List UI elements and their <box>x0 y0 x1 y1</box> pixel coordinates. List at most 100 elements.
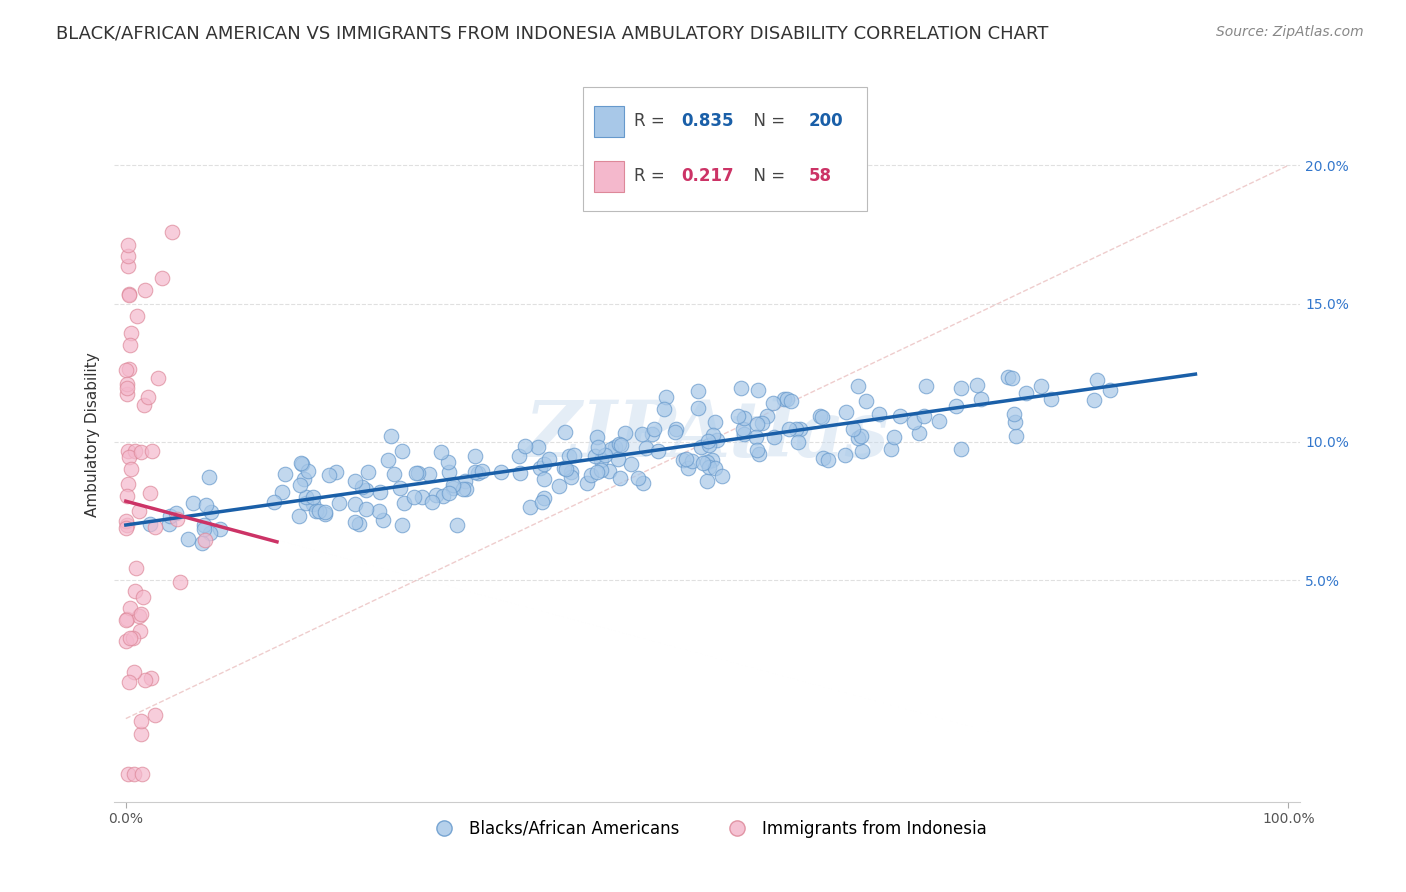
Point <box>883 430 905 444</box>
Point <box>118 450 141 464</box>
Point <box>343 515 366 529</box>
Point <box>441 478 464 492</box>
Point <box>696 474 718 488</box>
Point <box>117 477 139 491</box>
Point <box>1040 392 1063 407</box>
Point <box>689 440 711 454</box>
Point <box>117 259 139 273</box>
Point <box>115 514 138 528</box>
Point <box>405 466 427 480</box>
Point <box>122 767 145 781</box>
Point <box>129 714 152 729</box>
Point <box>928 414 950 428</box>
Bar <box>595 106 624 136</box>
Point <box>305 504 328 518</box>
Point <box>647 443 669 458</box>
Point <box>730 382 752 396</box>
Point <box>343 474 366 488</box>
Point <box>118 337 141 351</box>
Text: R =: R = <box>634 168 669 186</box>
Point <box>533 457 555 471</box>
Point <box>697 438 720 452</box>
Point <box>288 478 311 492</box>
Text: R =: R = <box>634 112 669 130</box>
Point <box>134 283 156 297</box>
Point <box>134 673 156 688</box>
Point <box>631 426 654 441</box>
Point <box>586 440 609 454</box>
Point <box>745 430 768 444</box>
Point <box>835 405 858 419</box>
Point <box>655 390 678 404</box>
Point <box>122 665 145 680</box>
Point <box>117 376 139 391</box>
Point <box>808 409 831 424</box>
Point <box>489 465 512 479</box>
Point <box>136 390 159 404</box>
Point <box>855 394 877 409</box>
Point <box>129 624 152 638</box>
Point <box>162 225 184 239</box>
Point <box>354 501 377 516</box>
Point <box>903 415 925 429</box>
Point <box>586 465 609 479</box>
Point <box>1002 407 1025 421</box>
Point <box>607 437 630 451</box>
Point <box>509 466 531 480</box>
Point <box>146 371 169 385</box>
Point <box>193 522 215 536</box>
Point <box>997 370 1019 384</box>
Point <box>508 449 530 463</box>
Point <box>610 438 633 452</box>
Text: ZIPAtlas: ZIPAtlas <box>524 397 890 474</box>
Point <box>529 461 551 475</box>
Point <box>128 609 150 624</box>
Point <box>418 467 440 482</box>
Point <box>124 444 146 458</box>
Point <box>411 490 433 504</box>
Point <box>295 495 318 509</box>
Point <box>115 634 138 648</box>
Point <box>558 450 581 464</box>
Point <box>291 458 314 472</box>
Point <box>464 466 486 480</box>
Text: 200: 200 <box>808 112 844 130</box>
Point <box>314 505 336 519</box>
Point <box>392 496 415 510</box>
Point <box>609 471 631 485</box>
Point <box>526 440 548 454</box>
Point <box>966 378 988 392</box>
Point <box>748 447 770 461</box>
Point <box>811 451 834 466</box>
Point <box>471 464 494 478</box>
Point <box>702 427 724 442</box>
Point <box>328 496 350 510</box>
Text: N =: N = <box>742 168 790 186</box>
Point <box>593 448 616 462</box>
Point <box>733 426 755 441</box>
Point <box>513 439 536 453</box>
Point <box>432 489 454 503</box>
Point <box>1005 428 1028 442</box>
Point <box>117 444 139 458</box>
Point <box>389 481 412 495</box>
Point <box>915 378 938 392</box>
Point <box>347 517 370 532</box>
Point <box>531 495 554 509</box>
Point <box>576 476 599 491</box>
Point <box>620 457 643 471</box>
Point <box>318 468 340 483</box>
Point <box>115 613 138 627</box>
Point <box>467 467 489 481</box>
Point <box>464 449 486 463</box>
Point <box>200 526 222 541</box>
Point <box>1015 386 1038 401</box>
Point <box>115 521 138 535</box>
Point <box>686 384 709 398</box>
Point <box>700 453 723 467</box>
Point <box>165 507 187 521</box>
Point <box>159 509 181 524</box>
Point <box>762 396 785 410</box>
Point <box>128 504 150 518</box>
Point <box>851 429 873 443</box>
